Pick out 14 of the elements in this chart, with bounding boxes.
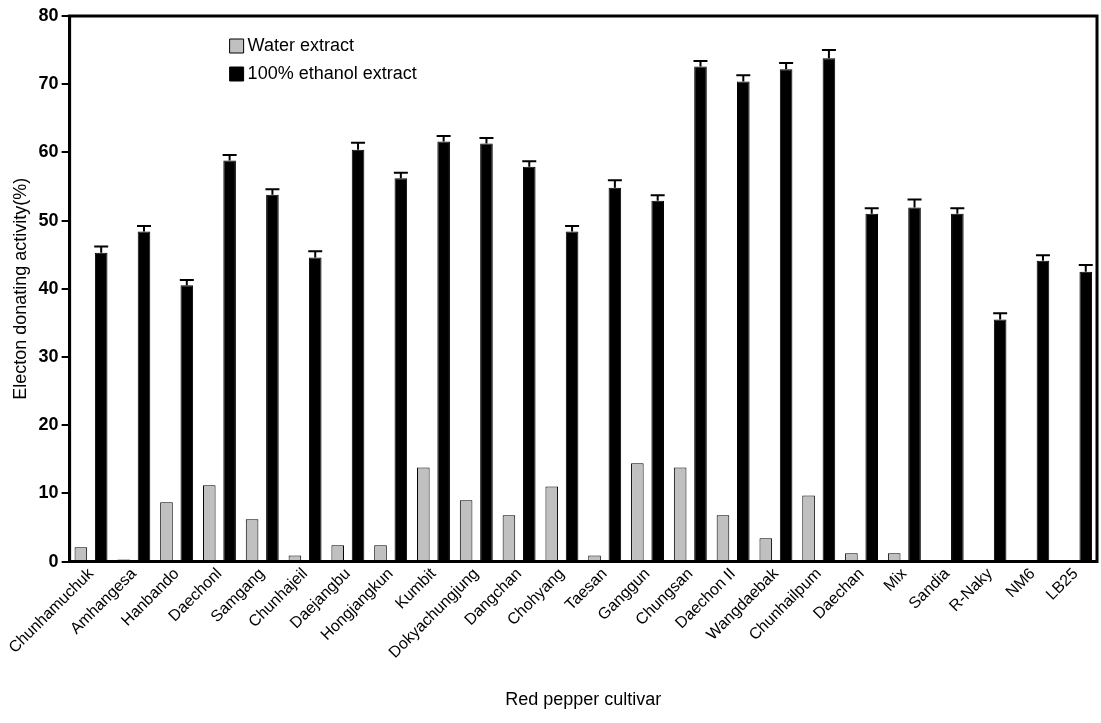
y-tick-label: 80 xyxy=(38,4,59,25)
y-tick-label: 20 xyxy=(38,414,59,435)
y-tick-label: 10 xyxy=(38,482,59,503)
legend-label: 100% ethanol extract xyxy=(247,62,417,83)
y-tick-label: 40 xyxy=(38,277,59,298)
y-tick-label: 70 xyxy=(38,73,59,94)
y-axis-title: Electon donating activity(%) xyxy=(9,177,30,400)
legend-label: Water extract xyxy=(247,34,354,55)
y-tick-label: 0 xyxy=(48,550,59,571)
y-tick-label: 30 xyxy=(38,345,59,366)
x-axis-title: Red pepper cultivar xyxy=(505,689,662,710)
y-tick-label: 50 xyxy=(38,209,59,230)
y-tick-label: 60 xyxy=(38,141,59,162)
x-tick-label: Mix xyxy=(879,564,910,595)
